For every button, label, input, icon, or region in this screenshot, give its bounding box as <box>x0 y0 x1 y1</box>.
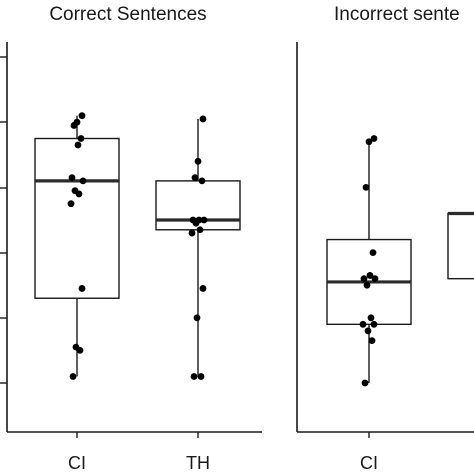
data-point-1-0-13 <box>370 135 378 142</box>
data-point-0-0-12 <box>73 118 81 126</box>
data-point-1-0-12 <box>365 138 373 146</box>
data-point-1-0-1 <box>368 337 376 345</box>
data-point-0-0-6 <box>71 187 79 195</box>
data-point-0-0-7 <box>79 177 87 185</box>
data-point-0-1-7 <box>200 216 208 224</box>
data-point-0-1-11 <box>191 174 199 182</box>
data-point-0-0-9 <box>74 141 82 149</box>
data-point-0-1-8 <box>189 216 197 224</box>
data-point-1-0-6 <box>363 281 371 289</box>
data-point-1-0-3 <box>370 320 378 328</box>
data-point-0-1-9 <box>195 216 203 224</box>
data-point-0-0-2 <box>72 343 80 351</box>
data-point-1-0-10 <box>369 249 377 256</box>
box-1-1 <box>447 212 474 280</box>
data-point-1-0-4 <box>359 320 367 328</box>
data-point-1-0-7 <box>371 275 379 283</box>
x-tick-label-th: TH <box>186 453 210 473</box>
data-point-0-1-1 <box>197 373 205 380</box>
panel-title-correct: Correct Sentences <box>49 4 206 25</box>
panel-1-y-ticks <box>0 56 7 384</box>
x-tick-label-ci: CI <box>68 453 86 473</box>
data-point-0-0-8 <box>68 174 76 182</box>
data-point-0-1-5 <box>196 226 204 234</box>
data-point-1-0-9 <box>366 272 374 279</box>
data-point-0-1-13 <box>199 115 207 123</box>
data-point-0-0-4 <box>67 200 75 208</box>
data-point-0-1-10 <box>198 177 206 185</box>
data-point-0-0-3 <box>78 285 86 292</box>
data-point-0-1-0 <box>190 373 198 380</box>
data-point-1-0-2 <box>364 327 372 335</box>
data-point-0-0-13 <box>78 112 86 120</box>
data-point-1-0-0 <box>361 379 369 387</box>
data-point-1-0-8 <box>360 275 368 283</box>
data-point-1-0-5 <box>367 314 375 322</box>
x-tick-label-ci-2: CI <box>360 453 378 473</box>
data-point-0-0-10 <box>77 135 85 142</box>
data-point-1-0-11 <box>362 184 370 191</box>
panel-title-incorrect: Incorrect sente <box>334 4 460 25</box>
box-0-0 <box>34 137 120 299</box>
data-point-0-1-2 <box>193 314 201 322</box>
data-point-0-0-0 <box>69 373 77 380</box>
data-point-0-1-3 <box>199 285 207 292</box>
data-point-0-1-4 <box>188 229 196 237</box>
data-point-0-1-12 <box>194 157 202 165</box>
